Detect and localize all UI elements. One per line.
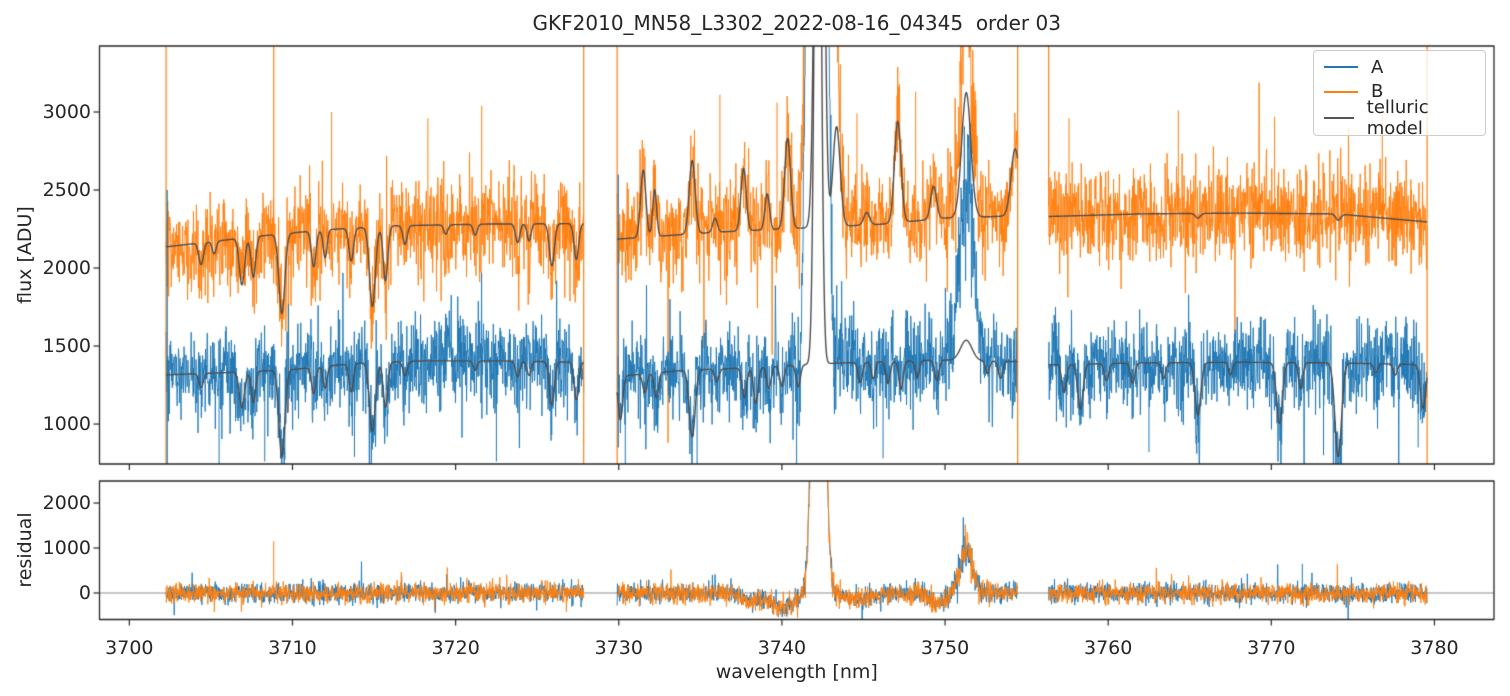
y-tick-label-residual: 2000 (42, 492, 91, 515)
y-axis-label-residual: residual (14, 512, 36, 588)
x-tick-label: 3760 (1083, 637, 1133, 659)
y-tick-label-flux: 1500 (42, 335, 91, 358)
y-axis-label-flux: flux [ADU] (14, 206, 36, 304)
legend-label: B (1371, 81, 1384, 103)
y-tick-label-flux: 2000 (42, 257, 91, 280)
y-tick-label-flux: 2500 (42, 179, 91, 201)
x-tick-label: 3730 (594, 637, 643, 659)
x-tick-label: 3710 (268, 637, 317, 659)
legend-line-swatch (1324, 66, 1358, 69)
legend-line-swatch (1324, 90, 1358, 93)
x-tick-label: 3770 (1247, 637, 1296, 659)
y-tick-label-residual: 0 (78, 581, 91, 604)
y-tick-label-flux: 3000 (42, 101, 91, 123)
legend-entry: telluric model (1324, 97, 1475, 139)
y-tick-label-residual: 1000 (42, 537, 91, 559)
x-axis-label: wavelength [nm] (715, 661, 878, 683)
legend-label: A (1371, 56, 1384, 78)
legend-entry: A (1324, 55, 1475, 80)
x-tick-label: 3750 (920, 637, 970, 659)
x-tick-label: 3780 (1410, 637, 1459, 659)
legend-entry: B (1324, 80, 1475, 105)
y-tick-label-flux: 1000 (42, 413, 91, 436)
legend-label: telluric model (1366, 96, 1429, 139)
x-tick-label: 3700 (105, 637, 154, 659)
x-tick-label: 3720 (431, 637, 480, 659)
x-tick-label: 3740 (757, 637, 807, 659)
legend-line-swatch (1324, 116, 1354, 119)
plot-title: GKF2010_MN58_L3302_2022-08-16_04345 orde… (532, 11, 1061, 35)
